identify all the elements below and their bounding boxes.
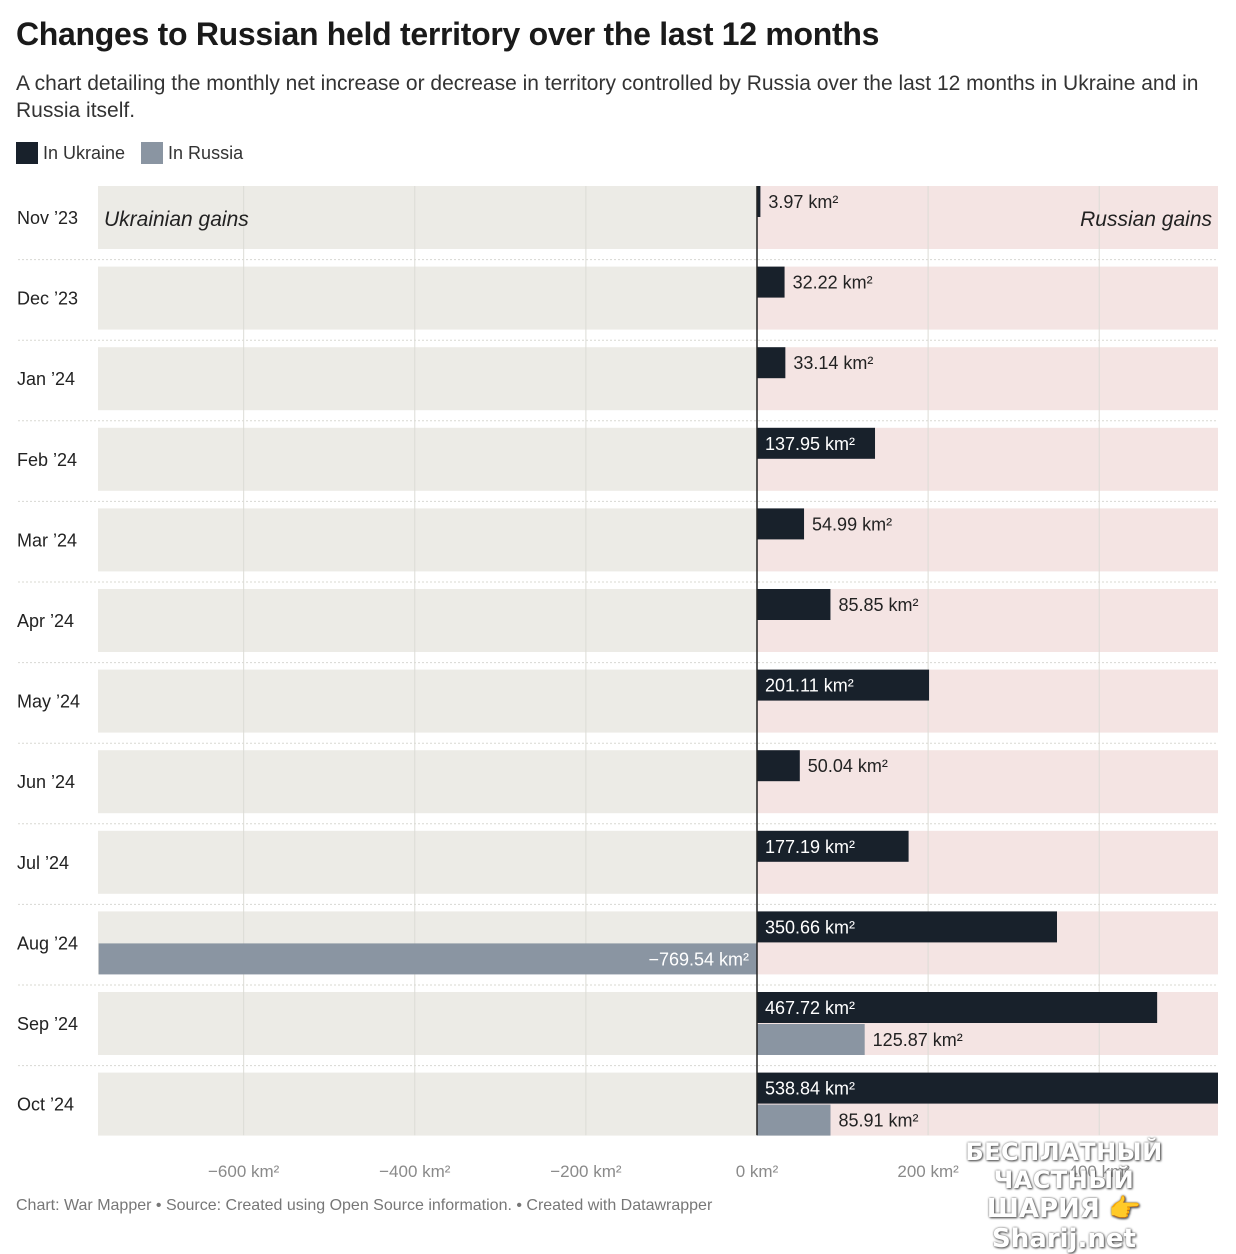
row-band-left (98, 750, 757, 814)
bar-in-ukraine (757, 186, 761, 217)
bar-in-ukraine (757, 1072, 1218, 1104)
bar-in-ukraine (757, 992, 1158, 1023)
bar-in-ukraine (757, 669, 930, 701)
row-band-right (757, 266, 1218, 330)
row-band-left (98, 1072, 757, 1136)
bar-in-ukraine (757, 750, 800, 782)
bar-in-ukraine (757, 911, 1058, 943)
legend: In Ukraine In Russia (16, 142, 259, 164)
value-label-russia: 125.87 km² (873, 1030, 963, 1050)
bar-in-russia (757, 1104, 831, 1136)
x-tick-label: 200 km² (897, 1162, 959, 1180)
row-band-left (98, 669, 757, 733)
chart-subtitle: A chart detailing the monthly net increa… (16, 72, 1199, 122)
bar-in-ukraine (757, 266, 785, 298)
bar-in-ukraine (757, 589, 831, 620)
category-label: Jun ’24 (17, 772, 75, 792)
bar-in-ukraine (757, 508, 805, 540)
value-label-ukraine: 54.99 km² (812, 514, 892, 534)
category-label: Aug ’24 (17, 933, 78, 953)
value-label-ukraine: 201.11 km² (765, 676, 854, 696)
bar-in-ukraine (757, 830, 909, 862)
region-label-left: Ukrainian gains (104, 208, 249, 231)
category-label: Nov ’23 (17, 208, 78, 228)
row-band-left (98, 992, 757, 1055)
legend-swatch-russia (141, 142, 164, 164)
category-label: May ’24 (17, 692, 80, 712)
value-label-ukraine: 137.95 km² (765, 434, 855, 454)
category-label: Jan ’24 (17, 369, 75, 389)
legend-item-russia: In Russia (141, 142, 243, 164)
category-label: Mar ’24 (17, 530, 77, 550)
value-label-ukraine: 177.19 km² (765, 837, 855, 857)
row-band-right (757, 186, 1218, 249)
legend-label-ukraine: In Ukraine (43, 142, 126, 163)
row-band-right (757, 589, 1218, 652)
x-tick-label: −400 km² (379, 1162, 451, 1180)
watermark: БЕСПЛАТНЫЙ ЧАСТНЫЙ ШАРИЯ 👉 Sharij.net (914, 1138, 1214, 1254)
bar-chart: −600 km² −400 km² −200 km² 0 km² 200 km² 400 … (17, 186, 1218, 1180)
bar-in-russia (98, 943, 757, 975)
category-label: Dec ’23 (17, 289, 78, 309)
legend-swatch-ukraine (16, 142, 38, 164)
x-tick-label: 400 km² (1069, 1162, 1131, 1180)
x-tick-label: 0 km² (736, 1162, 779, 1180)
legend-label-russia: In Russia (168, 142, 244, 163)
value-label-ukraine: 350.66 km² (765, 917, 855, 937)
row-band-left (98, 830, 757, 894)
row-band-left (98, 266, 757, 330)
row-band-left (98, 186, 757, 249)
category-label: Oct ’24 (17, 1095, 74, 1115)
row-band-left (98, 427, 757, 491)
category-label: Apr ’24 (17, 611, 74, 631)
x-tick-label: −200 km² (550, 1162, 622, 1180)
row-band-right (757, 347, 1218, 411)
category-label: Jul ’24 (17, 853, 69, 873)
region-label-right: Russian gains (1080, 208, 1212, 231)
value-label-ukraine: 32.22 km² (793, 273, 873, 293)
category-label: Feb ’24 (17, 450, 77, 470)
watermark-line2: ШАРИЯ 👉 Sharij.net (986, 1194, 1142, 1254)
legend-item-ukraine: In Ukraine (16, 142, 125, 164)
bar-in-ukraine (757, 347, 786, 379)
watermark-line1: БЕСПЛАТНЫЙ ЧАСТНЫЙ (965, 1138, 1163, 1194)
bar-in-ukraine (757, 427, 876, 459)
category-label: Sep ’24 (17, 1014, 78, 1034)
row-band-left (98, 347, 757, 411)
value-label-ukraine: 467.72 km² (765, 998, 855, 1018)
value-label-russia: −769.54 km² (648, 949, 749, 969)
value-label-ukraine: 33.14 km² (793, 353, 873, 373)
chart-title: Changes to Russian held territory over t… (16, 16, 880, 52)
row-band-right (757, 508, 1218, 572)
row-band-left (98, 508, 757, 572)
value-label-ukraine: 85.85 km² (838, 595, 918, 615)
value-label-ukraine: 50.04 km² (808, 756, 888, 776)
value-label-ukraine: 3.97 km² (768, 192, 838, 212)
row-band-right (757, 750, 1218, 814)
x-tick-label: −600 km² (208, 1162, 280, 1180)
value-label-russia: 85.91 km² (838, 1111, 918, 1131)
row-band-left (98, 589, 757, 652)
chart-footer: Chart: War Mapper • Source: Created usin… (16, 1197, 713, 1214)
bar-in-russia (757, 1024, 865, 1055)
value-label-ukraine: 538.84 km² (765, 1079, 855, 1099)
